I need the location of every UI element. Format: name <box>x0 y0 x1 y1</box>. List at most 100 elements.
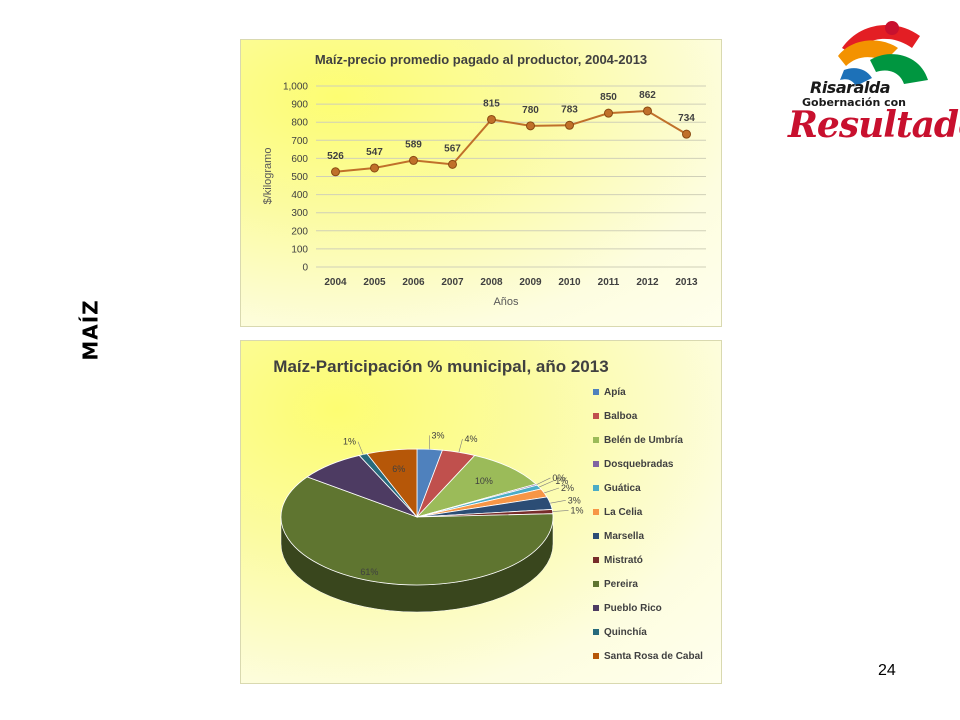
legend-swatch <box>593 653 599 659</box>
x-tick-label: 2013 <box>675 277 698 288</box>
y-tick-label: 300 <box>291 208 308 219</box>
pie-slice-label: 61% <box>360 567 378 577</box>
y-tick-label: 700 <box>291 136 308 147</box>
data-label: 734 <box>678 113 695 124</box>
legend-entry: Belén de Umbría <box>604 435 683 446</box>
pie-slice-label: 1% <box>343 437 356 447</box>
pie-leader-line <box>544 487 560 494</box>
data-label: 780 <box>522 105 539 116</box>
legend-entry: Marsella <box>604 531 644 542</box>
pie-slice-label: 3% <box>431 430 444 440</box>
pie-slice <box>366 448 418 519</box>
data-label: 783 <box>561 104 578 115</box>
y-tick-label: 800 <box>291 118 308 129</box>
logo-line3: Resultados <box>788 104 960 146</box>
legend-entry: Quinchía <box>604 627 647 638</box>
data-label: 547 <box>366 147 383 158</box>
legend-swatch <box>593 533 599 539</box>
legend-swatch <box>593 629 599 635</box>
line-chart-xlabel: Años <box>493 296 519 308</box>
y-tick-label: 400 <box>291 190 308 201</box>
data-point <box>526 121 535 131</box>
x-tick-label: 2006 <box>402 277 425 288</box>
x-tick-label: 2009 <box>519 277 542 288</box>
y-tick-label: 500 <box>291 172 308 183</box>
data-label: 862 <box>639 90 656 101</box>
legend-swatch <box>593 605 599 611</box>
legend-swatch <box>593 557 599 563</box>
pie-slice-label: 1% <box>555 476 568 486</box>
x-tick-label: 2011 <box>598 277 620 288</box>
page-number: 24 <box>878 662 896 679</box>
y-tick-label: 1,000 <box>283 82 308 93</box>
data-point <box>604 108 613 118</box>
pie-leader-line <box>458 438 463 453</box>
data-point <box>448 159 457 169</box>
legend-swatch <box>593 413 599 419</box>
logo-line1: Risaralda <box>810 78 891 97</box>
data-point <box>331 167 340 177</box>
line-chart-ylabel: $/kilogramo <box>262 148 274 205</box>
data-point <box>370 163 379 173</box>
x-tick-label: 2004 <box>324 277 347 288</box>
logo-emblem-icon <box>838 21 928 86</box>
legend-swatch <box>593 581 599 587</box>
line-chart: Maíz-precio promedio pagado al productor… <box>262 52 706 308</box>
y-tick-label: 900 <box>291 100 308 111</box>
pie-slice-label: 4% <box>464 434 477 444</box>
pie-leader-line <box>536 477 551 485</box>
data-label: 526 <box>327 151 344 162</box>
x-tick-label: 2010 <box>558 277 581 288</box>
legend-entry: Guática <box>604 483 641 494</box>
legend-swatch <box>593 509 599 515</box>
data-point <box>565 120 574 130</box>
data-label: 589 <box>405 139 422 150</box>
x-tick-label: 2005 <box>363 277 386 288</box>
section-title: MAÍZ <box>56 299 126 361</box>
pie-slice-label: 2% <box>561 483 574 493</box>
section-title-text: MAÍZ <box>78 299 103 361</box>
data-point <box>682 129 691 139</box>
legend-entry: Pueblo Rico <box>604 603 662 614</box>
legend-swatch <box>593 461 599 467</box>
pie-slice <box>280 476 554 586</box>
legend-swatch <box>593 437 599 443</box>
legend-swatch <box>593 389 599 395</box>
legend-entry: La Celia <box>604 507 643 518</box>
logo-line2: Gobernación con <box>802 96 907 109</box>
series-line <box>335 109 688 173</box>
data-label: 815 <box>483 98 500 109</box>
y-tick-label: 100 <box>291 244 308 255</box>
x-tick-label: 2012 <box>636 277 659 288</box>
pie-chart-title: Maíz-Participación % municipal, año 2013 <box>273 357 608 376</box>
legend-entry: Dosquebradas <box>604 459 674 470</box>
pie-chart-panel: Maíz-Participación % municipal, año 2013… <box>240 340 722 684</box>
data-point <box>487 114 496 124</box>
line-chart-panel: Maíz-precio promedio pagado al productor… <box>240 39 722 327</box>
pie-leader-line <box>357 441 364 455</box>
x-tick-label: 2007 <box>441 277 464 288</box>
y-tick-label: 0 <box>302 263 308 274</box>
pie-leader-line <box>550 499 566 504</box>
pie-leader-line <box>552 510 569 512</box>
y-tick-label: 600 <box>291 154 308 165</box>
pie-slice-label: 3% <box>568 495 581 505</box>
line-chart-title: Maíz-precio promedio pagado al productor… <box>315 52 647 67</box>
data-label: 567 <box>444 143 461 154</box>
y-tick-label: 200 <box>291 226 308 237</box>
legend-entry: Apía <box>604 387 626 398</box>
data-point <box>643 106 652 116</box>
pie-slice-label: 6% <box>392 464 405 474</box>
pie-leader-line <box>538 480 554 488</box>
pie-slice-label: 1% <box>571 505 584 515</box>
data-label: 850 <box>600 92 617 103</box>
pie-chart: Maíz-Participación % municipal, año 2013… <box>273 357 703 662</box>
data-point <box>409 155 418 165</box>
risaralda-logo: Risaralda Gobernación con Resultados <box>780 8 960 158</box>
legend-entry: Santa Rosa de Cabal <box>604 651 703 662</box>
pie-slice-label: 0% <box>552 473 565 483</box>
legend-entry: Balboa <box>604 411 638 422</box>
pie-slice-label: 10% <box>475 476 493 486</box>
legend-swatch <box>593 485 599 491</box>
legend-entry: Pereira <box>604 579 638 590</box>
